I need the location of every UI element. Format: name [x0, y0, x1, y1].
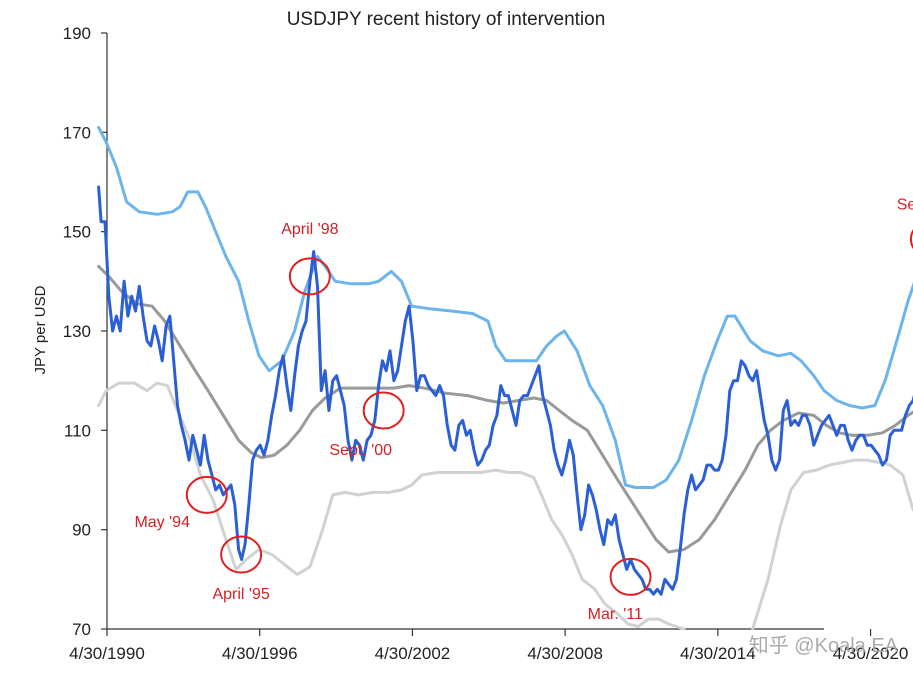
intervention-circle: [220, 535, 263, 574]
y-tick-label: 170: [63, 123, 91, 142]
intervention-circle: [288, 257, 331, 296]
series-line-2: [97, 264, 913, 554]
y-tick-label: 110: [64, 421, 91, 440]
x-tick-label: 4/30/2014: [680, 644, 756, 663]
intervention-label: April '95: [212, 586, 269, 603]
series-line-4: [751, 458, 913, 631]
x-tick-label: 4/30/1996: [222, 644, 298, 663]
y-tick-label: 130: [63, 322, 91, 341]
intervention-circle: [362, 391, 405, 430]
y-axis-label: JPY per USD: [32, 285, 49, 374]
intervention-label: Mar. '11: [588, 606, 643, 623]
y-tick-label: 190: [63, 24, 91, 43]
x-tick-label: 4/30/2008: [527, 644, 603, 663]
y-tick-label: 150: [63, 223, 91, 242]
intervention-circle: [609, 557, 652, 596]
watermark: 知乎 @Koala EA: [749, 634, 899, 657]
intervention-circle: [909, 229, 913, 250]
chart-title: USDJPY recent history of intervention: [287, 9, 606, 30]
axes: 70 90 110 130 150 170 190 4/30/1990 4/30/1996 4/3…: [63, 24, 909, 663]
y-tick-label: 70: [72, 620, 91, 639]
x-tick-label: 4/30/2002: [375, 644, 451, 663]
intervention-label: Sept. '00: [329, 442, 392, 459]
intervention-circle: [185, 475, 228, 514]
series-line-5: [97, 185, 913, 596]
annotation-layer: May '94 April '95 April '98 Sept. '00 Mar. '…: [134, 196, 913, 623]
x-tick-label: 4/30/2020: [833, 644, 909, 663]
series-line-1: [97, 125, 913, 489]
x-tick-label: 4/30/1990: [69, 644, 145, 663]
y-tick-label: 90: [72, 521, 91, 540]
intervention-label: April '98: [281, 221, 338, 238]
series-layer: [97, 125, 913, 631]
intervention-label: May '94: [134, 514, 190, 531]
intervention-label: Sep. '22: [897, 196, 913, 213]
